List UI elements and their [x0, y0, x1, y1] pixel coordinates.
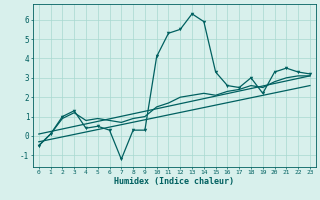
- X-axis label: Humidex (Indice chaleur): Humidex (Indice chaleur): [114, 177, 234, 186]
